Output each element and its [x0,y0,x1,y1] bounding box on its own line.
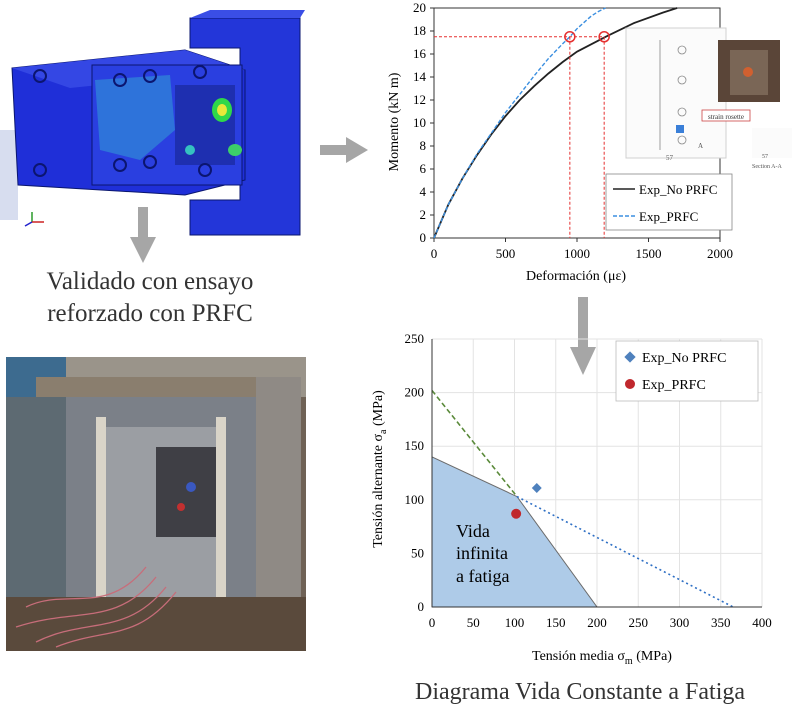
y-tick-label: 14 [413,69,427,84]
legend-label-prfc: Exp_PRFC [642,378,706,393]
strain-rosette-label: strain rosette [708,113,744,121]
y-tick-label: 0 [418,599,425,614]
legend-label-no-prfc: Exp_No PRFC [639,182,717,197]
dimension-label-2: 57 [762,154,768,160]
y-tick-label: 0 [420,230,427,245]
y-tick-label: 150 [405,438,425,453]
gauge-layout-inset: strain rosette 57 A 57 Section A-A [625,27,792,170]
y-tick-label: 6 [420,161,427,176]
x-tick-label: 0 [431,246,438,261]
chart-axes [431,339,762,608]
x-tick-label: 300 [670,615,690,630]
arrow-down-icon [570,297,596,375]
y-tick-label: 20 [413,0,426,15]
y-axis-label: Tensión alternante σa (MPa) [371,390,389,548]
region-label-line2: infinita [456,543,508,563]
x-tick-label: 250 [629,615,649,630]
y-tick-label: 10 [413,115,426,130]
y-tick-label: 4 [420,184,427,199]
moment-strain-chart: 0 500 1000 1500 2000 0 2 4 6 8 10 12 14 16 18 20 strain… [387,0,792,284]
region-label-line1: Vida [456,521,490,541]
y-tick-label: 50 [411,545,424,560]
y-tick-label: 12 [413,92,426,107]
data-point-prfc [511,508,522,519]
x-tick-label: 0 [429,615,436,630]
y-tick-label: 18 [413,23,426,38]
y-axis-label: Momento (kN m) [387,72,402,171]
chart-tick-labels: 0 500 1000 1500 2000 0 2 4 6 8 10 12 14 16 18 20 [413,0,733,261]
data-point-no-prfc [531,483,542,493]
chart-annotations [434,31,610,238]
fatigue-diagram-chart: 0 50 100 150 200 250 300 350 400050100150200250 … [371,331,772,667]
x-tick-label: 350 [711,615,731,630]
x-axis-label: Deformación (με) [526,269,626,284]
limit-line-dotted [516,495,734,608]
x-tick-label: 2000 [707,246,733,261]
guide-marker-circle [598,31,610,43]
x-axis-label: Tensión media σm (MPa) [532,649,672,667]
region-label-line3: a fatiga [456,566,509,586]
limit-line-dashed [431,389,518,498]
validation-caption: Validado con ensayo reforzado con PRFC [0,266,300,330]
chart-series [431,389,734,608]
lab-test-photo [6,357,306,651]
y-tick-label: 16 [413,46,427,61]
validation-caption-line1: Validado con ensayo [46,268,254,295]
axis-triad-icon [24,212,44,227]
validation-caption-line2: reforzado con PRFC [47,300,253,327]
x-tick-label: 100 [505,615,525,630]
legend-label-no-prfc: Exp_No PRFC [642,351,726,366]
section-aa-label: Section A-A [752,164,782,170]
x-tick-label: 200 [587,615,607,630]
y-tick-label: 250 [405,331,425,346]
x-tick-label: 1500 [636,246,662,261]
legend-label-prfc: Exp_PRFC [639,209,698,224]
series-line-exp-prfc [433,7,606,239]
dimension-label: 57 [666,154,674,162]
fe-model-picture [0,10,305,236]
x-tick-label: 400 [752,615,772,630]
guide-marker-circle [564,31,576,43]
x-tick-label: 50 [467,615,480,630]
y-tick-label: 100 [405,492,425,507]
y-tick-label: 2 [420,207,427,222]
y-tick-label: 8 [420,138,427,153]
y-tick-label: 200 [405,385,425,400]
chart-tick-labels: 0 50 100 150 200 250 300 350 400 0 50 100 150 200 250 [405,331,772,630]
x-tick-label: 150 [546,615,566,630]
arrow-right-icon [320,137,368,163]
x-tick-label: 500 [496,246,516,261]
chart-legend: Exp_No PRFC Exp_PRFC [615,340,759,402]
chart-legend: Exp_No PRFC Exp_PRFC [605,173,733,231]
x-tick-label: 1000 [564,246,590,261]
section-side-label: A [698,142,703,150]
arrow-down-icon [130,207,156,263]
chart-series [433,7,678,239]
fatigue-diagram-caption: Diagrama Vida Constante a Fatiga [414,679,746,705]
